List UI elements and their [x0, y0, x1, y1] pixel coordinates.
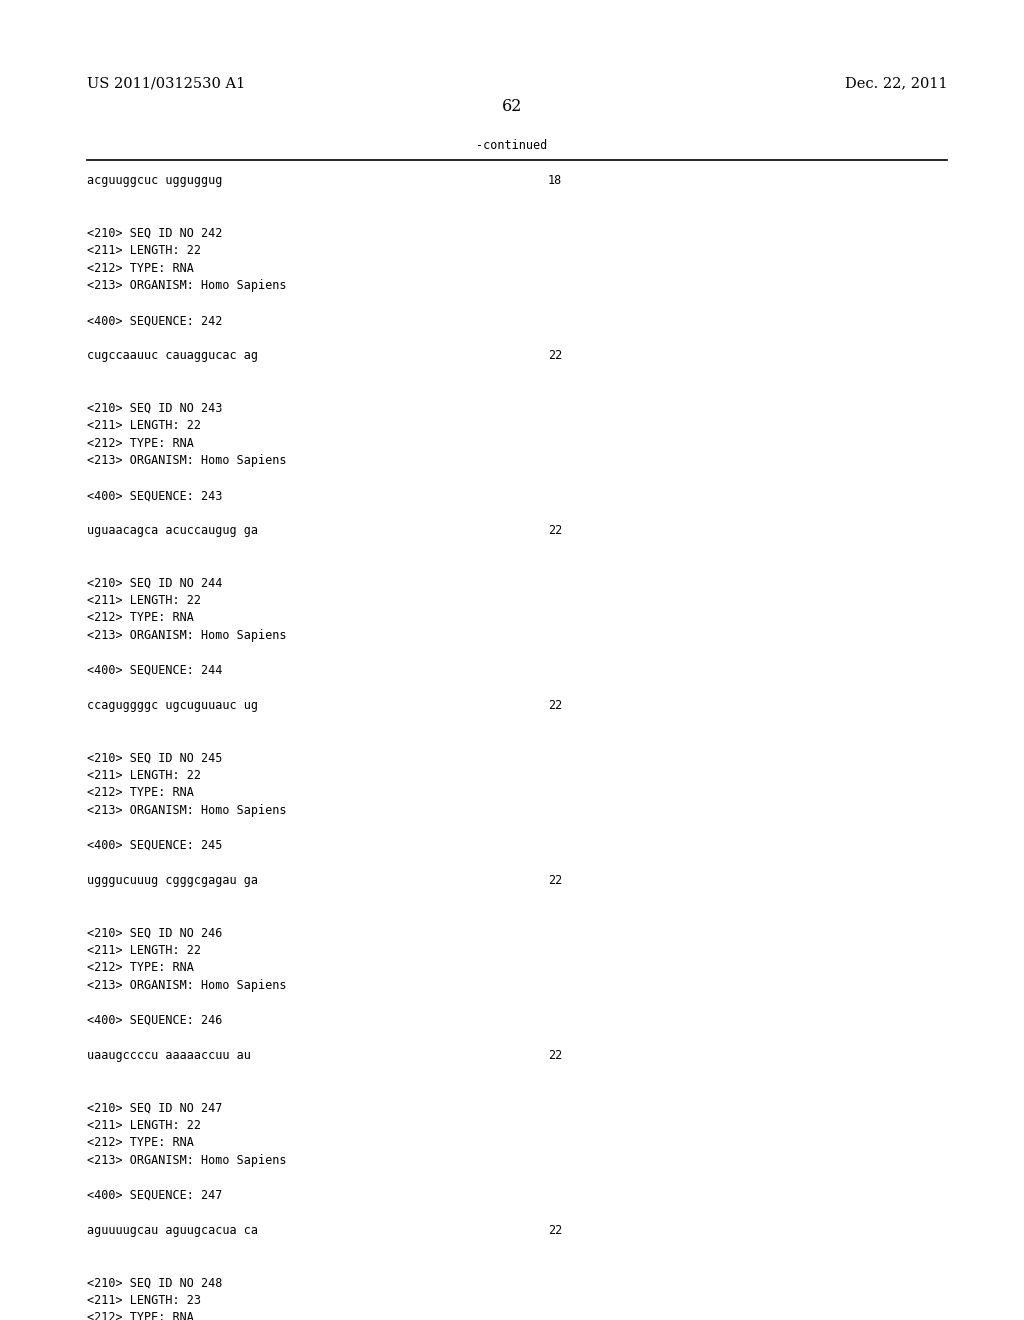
Text: <213> ORGANISM: Homo Sapiens: <213> ORGANISM: Homo Sapiens	[87, 279, 287, 292]
Text: <211> LENGTH: 22: <211> LENGTH: 22	[87, 244, 201, 257]
Text: <212> TYPE: RNA: <212> TYPE: RNA	[87, 1311, 194, 1320]
Text: <212> TYPE: RNA: <212> TYPE: RNA	[87, 437, 194, 450]
Text: <211> LENGTH: 22: <211> LENGTH: 22	[87, 768, 201, 781]
Text: 18: 18	[548, 174, 562, 187]
Text: Dec. 22, 2011: Dec. 22, 2011	[845, 77, 947, 91]
Text: uaaugccccu aaaaaccuu au: uaaugccccu aaaaaccuu au	[87, 1048, 251, 1061]
Text: 22: 22	[548, 348, 562, 362]
Text: <213> ORGANISM: Homo Sapiens: <213> ORGANISM: Homo Sapiens	[87, 978, 287, 991]
Text: <211> LENGTH: 22: <211> LENGTH: 22	[87, 1118, 201, 1131]
Text: US 2011/0312530 A1: US 2011/0312530 A1	[87, 77, 246, 91]
Text: aguuuugcau aguugcacua ca: aguuuugcau aguugcacua ca	[87, 1224, 258, 1237]
Text: uguaacagca acuccaugug ga: uguaacagca acuccaugug ga	[87, 524, 258, 537]
Text: ccaguggggc ugcuguuauc ug: ccaguggggc ugcuguuauc ug	[87, 698, 258, 711]
Text: 62: 62	[502, 98, 522, 115]
Text: <400> SEQUENCE: 247: <400> SEQUENCE: 247	[87, 1188, 222, 1201]
Text: <212> TYPE: RNA: <212> TYPE: RNA	[87, 611, 194, 624]
Text: <213> ORGANISM: Homo Sapiens: <213> ORGANISM: Homo Sapiens	[87, 454, 287, 467]
Text: <210> SEQ ID NO 246: <210> SEQ ID NO 246	[87, 927, 222, 940]
Text: <400> SEQUENCE: 246: <400> SEQUENCE: 246	[87, 1014, 222, 1027]
Text: <400> SEQUENCE: 243: <400> SEQUENCE: 243	[87, 488, 222, 502]
Text: <212> TYPE: RNA: <212> TYPE: RNA	[87, 1137, 194, 1150]
Text: 22: 22	[548, 524, 562, 537]
Text: <211> LENGTH: 23: <211> LENGTH: 23	[87, 1294, 201, 1307]
Text: <400> SEQUENCE: 244: <400> SEQUENCE: 244	[87, 664, 222, 677]
Text: <213> ORGANISM: Homo Sapiens: <213> ORGANISM: Homo Sapiens	[87, 1154, 287, 1167]
Text: acguuggcuc ugguggug: acguuggcuc ugguggug	[87, 174, 222, 187]
Text: -continued: -continued	[476, 139, 548, 152]
Text: <212> TYPE: RNA: <212> TYPE: RNA	[87, 961, 194, 974]
Text: ugggucuuug cgggcgagau ga: ugggucuuug cgggcgagau ga	[87, 874, 258, 887]
Text: <210> SEQ ID NO 242: <210> SEQ ID NO 242	[87, 227, 222, 240]
Text: <400> SEQUENCE: 245: <400> SEQUENCE: 245	[87, 838, 222, 851]
Text: 22: 22	[548, 1224, 562, 1237]
Text: 22: 22	[548, 874, 562, 887]
Text: <212> TYPE: RNA: <212> TYPE: RNA	[87, 787, 194, 800]
Text: <211> LENGTH: 22: <211> LENGTH: 22	[87, 944, 201, 957]
Text: <400> SEQUENCE: 242: <400> SEQUENCE: 242	[87, 314, 222, 327]
Text: <210> SEQ ID NO 248: <210> SEQ ID NO 248	[87, 1276, 222, 1290]
Text: <210> SEQ ID NO 243: <210> SEQ ID NO 243	[87, 401, 222, 414]
Text: 22: 22	[548, 1048, 562, 1061]
Text: <213> ORGANISM: Homo Sapiens: <213> ORGANISM: Homo Sapiens	[87, 804, 287, 817]
Text: <210> SEQ ID NO 244: <210> SEQ ID NO 244	[87, 577, 222, 590]
Text: <210> SEQ ID NO 247: <210> SEQ ID NO 247	[87, 1101, 222, 1114]
Text: 22: 22	[548, 698, 562, 711]
Text: <211> LENGTH: 22: <211> LENGTH: 22	[87, 594, 201, 607]
Text: <211> LENGTH: 22: <211> LENGTH: 22	[87, 418, 201, 432]
Text: <210> SEQ ID NO 245: <210> SEQ ID NO 245	[87, 751, 222, 764]
Text: <212> TYPE: RNA: <212> TYPE: RNA	[87, 261, 194, 275]
Text: <213> ORGANISM: Homo Sapiens: <213> ORGANISM: Homo Sapiens	[87, 628, 287, 642]
Text: cugccaauuc cauaggucac ag: cugccaauuc cauaggucac ag	[87, 348, 258, 362]
